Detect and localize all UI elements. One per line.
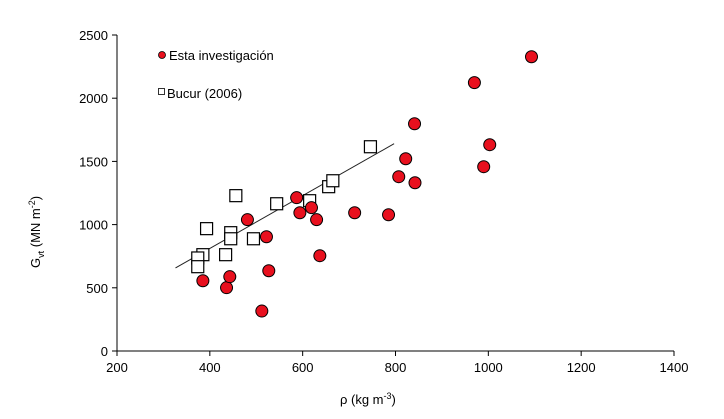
legend-label: Bucur (2006)	[167, 86, 242, 101]
x-tick-label: 800	[385, 360, 407, 375]
investigation-point	[310, 213, 324, 227]
bucur-point	[219, 248, 233, 262]
y-axis-label: Gvt (MN m-2)	[27, 196, 46, 268]
investigation-point	[293, 206, 307, 220]
bucur-point	[326, 174, 340, 188]
investigation-point	[290, 191, 304, 205]
investigation-point	[483, 138, 497, 152]
investigation-point	[304, 201, 318, 215]
bucur-point	[246, 232, 261, 246]
investigation-point	[348, 206, 362, 220]
x-axis-label: ρ (kg m-3)	[340, 391, 396, 407]
bucur-point	[270, 197, 284, 211]
x-tick-label: 1200	[567, 360, 596, 375]
x-tick-label: 600	[292, 360, 314, 375]
bucur-point	[191, 260, 205, 274]
legend-marker-circle	[158, 51, 166, 59]
investigation-point	[392, 170, 406, 184]
legend-marker-square	[158, 88, 165, 95]
bucur-point	[363, 140, 378, 154]
legend: Esta investigación Bucur (2006)	[158, 48, 274, 101]
axes: 200 400 600 800 1000 1200 1400 0 500 1000 1500 2000…	[79, 28, 688, 375]
y-tick-label: 500	[86, 281, 108, 296]
investigation-point	[477, 160, 491, 174]
investigation-point	[525, 50, 539, 64]
x-tick-label: 1000	[474, 360, 503, 375]
bucur-point	[229, 189, 243, 203]
y-tick-label: 2000	[79, 91, 108, 106]
legend-label: Esta investigación	[169, 48, 274, 63]
y-tick-label: 2500	[79, 28, 108, 43]
trend-line	[175, 143, 395, 269]
bucur-point	[199, 222, 214, 236]
y-tick-label: 1500	[79, 154, 108, 169]
investigation-point	[196, 274, 210, 288]
investigation-point	[313, 249, 327, 263]
data-marks	[175, 50, 539, 318]
y-tick-label: 1000	[79, 218, 108, 233]
investigation-point	[399, 152, 413, 166]
bucur-point	[224, 232, 238, 246]
x-tick-label: 1400	[660, 360, 689, 375]
x-tick-label: 200	[106, 360, 128, 375]
y-tick-label: 0	[101, 344, 108, 359]
investigation-point	[240, 213, 254, 227]
investigation-point	[223, 270, 237, 284]
investigation-point	[467, 76, 481, 90]
investigation-point	[408, 117, 422, 131]
x-tick-label: 400	[199, 360, 221, 375]
investigation-point	[259, 230, 273, 244]
investigation-point	[408, 176, 422, 190]
investigation-point	[220, 281, 234, 295]
investigation-point	[262, 264, 276, 278]
investigation-point	[382, 208, 396, 222]
investigation-point	[255, 304, 269, 318]
